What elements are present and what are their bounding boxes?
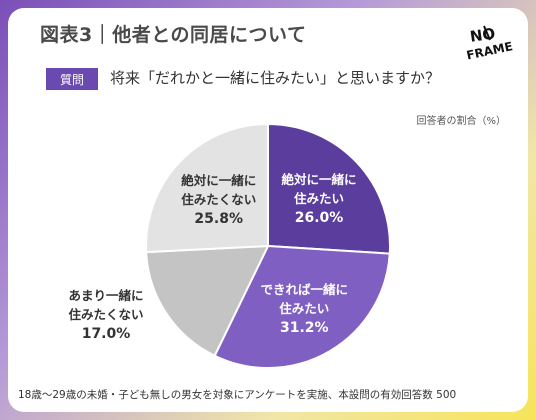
pie-category-label: あまり一緒に	[68, 288, 143, 303]
pie-value-label: 25.8%	[194, 211, 243, 227]
pie-value-label: 31.2%	[280, 320, 329, 336]
logo-text-top: NO	[469, 25, 497, 46]
pie-slice-2	[213, 244, 391, 369]
unit-note: 回答者の割合（%）	[416, 116, 506, 127]
pie-category-label: 住みたくない	[68, 307, 143, 322]
footer-note: 18歳〜29歳の未婚・子ども無しの男女を対象にアンケートを実施、本設問の有効回答…	[18, 389, 457, 401]
pie-slice-1	[267, 122, 391, 255]
pie-category-label: できれば一緒に	[261, 282, 349, 297]
pie-category-label: 住みたくない	[181, 192, 256, 207]
pie-category-label: 絶対に一緒に	[282, 172, 357, 187]
pie-category-label: 絶対に一緒に	[181, 173, 256, 188]
logo: NO FRAME	[465, 25, 514, 60]
pie-chart: 絶対に一緒に住みたい26.0%できれば一緒に住みたい31.2%あまり一緒に住みた…	[68, 122, 391, 369]
pie-slice-3	[145, 244, 270, 358]
pie-category-label: 住みたい	[294, 191, 344, 206]
pie-slice-4	[145, 122, 269, 254]
question-tag: 質問	[46, 68, 98, 90]
pie-category-label: 住みたい	[279, 301, 329, 316]
pie-value-label: 17.0%	[82, 326, 131, 342]
page-title: 図表3｜他者との同居について	[40, 24, 307, 46]
chart-card: 図表3｜他者との同居について NO FRAME 質問 将来「だれかと一緒に住みた…	[8, 8, 528, 412]
pie-value-label: 26.0%	[295, 210, 344, 226]
question-text: 将来「だれかと一緒に住みたい」と思いますか？	[110, 69, 441, 87]
